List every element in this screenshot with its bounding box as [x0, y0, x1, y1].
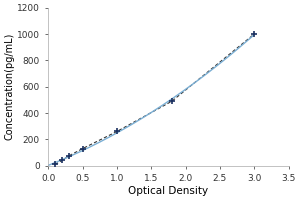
X-axis label: Optical Density: Optical Density — [128, 186, 208, 196]
Y-axis label: Concentration(pg/mL): Concentration(pg/mL) — [4, 33, 14, 140]
